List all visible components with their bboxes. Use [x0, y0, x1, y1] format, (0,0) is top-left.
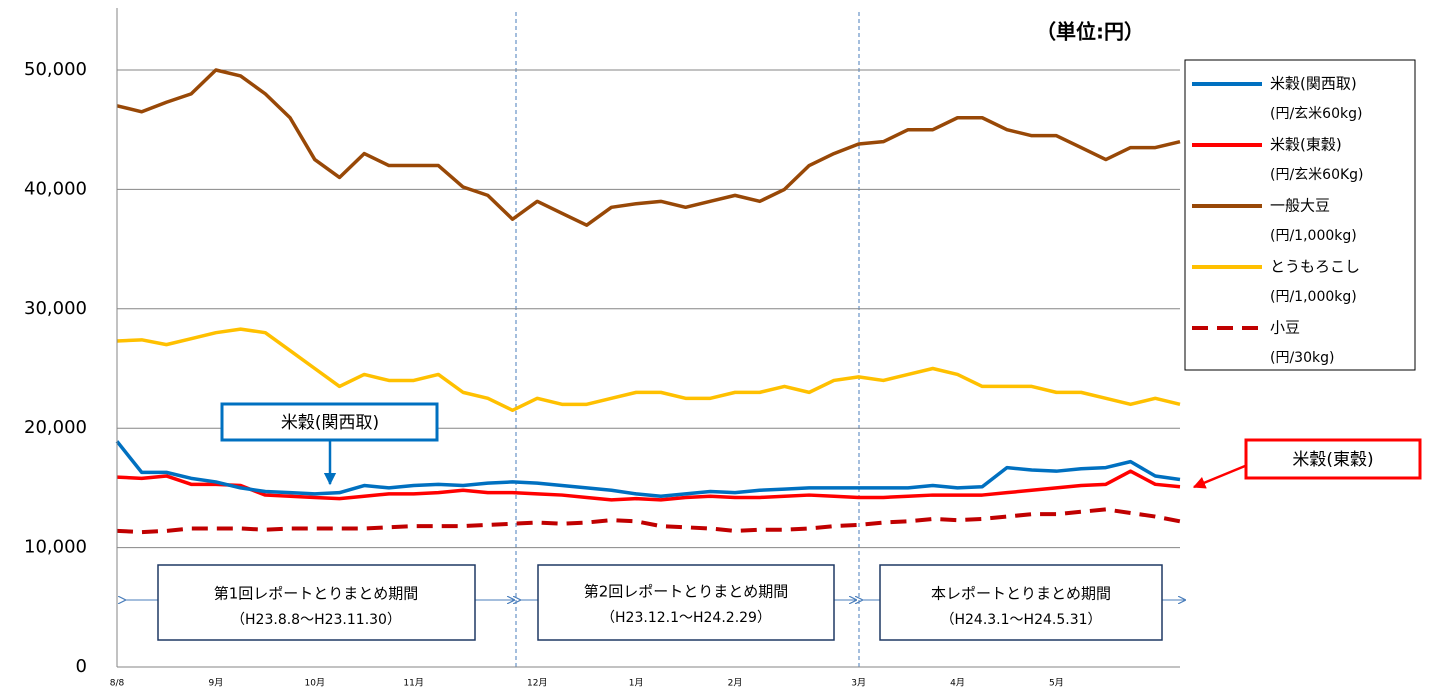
- y-tick-label: 50,000: [24, 59, 87, 80]
- callout-box: [1244, 438, 1422, 480]
- series-line: [115, 440, 1181, 499]
- period-title: 第1回レポートとりまとめ期間: [214, 585, 419, 603]
- x-tick-label: 5月: [1049, 678, 1064, 689]
- y-tick-label: 20,000: [24, 417, 87, 438]
- y-tick-label: 30,000: [24, 298, 87, 319]
- legend-label: とうもろこし: [1270, 258, 1360, 276]
- legend-unit: (円/30kg): [1270, 350, 1334, 366]
- x-tick-label: 3月: [851, 678, 866, 689]
- legend-label: 米穀(東穀): [1270, 136, 1342, 154]
- unit-note: （単位:円）: [1036, 20, 1144, 44]
- x-tick-label: 11月: [403, 678, 423, 689]
- series-line: [116, 507, 1181, 535]
- x-tick-label: 10月: [305, 678, 325, 689]
- period-range: （H23.8.8～H23.11.30）: [231, 612, 401, 628]
- x-tick-label: 9月: [209, 678, 224, 689]
- x-tick-label: 12月: [527, 678, 547, 689]
- x-tick-label: 2月: [728, 678, 743, 689]
- callout-box: [220, 402, 439, 442]
- callout-label: 米穀(関西取): [281, 413, 379, 433]
- y-tick-label: 0: [76, 656, 87, 677]
- period-box: [157, 564, 476, 641]
- callout-label: 米穀(東穀): [1292, 450, 1373, 470]
- legend-label: 米穀(関西取): [1270, 75, 1357, 93]
- series-line: [116, 68, 1181, 227]
- period-box: [537, 564, 835, 641]
- period-range: （H24.3.1～H24.5.31）: [940, 612, 1101, 628]
- y-tick-label: 10,000: [24, 537, 87, 558]
- period-title: 本レポートとりまとめ期間: [931, 585, 1111, 603]
- legend-unit: (円/玄米60kg): [1270, 105, 1362, 122]
- period-range: （H23.12.1～H24.2.29）: [601, 610, 771, 626]
- y-tick-label: 40,000: [24, 178, 87, 199]
- legend-label: 一般大豆: [1270, 197, 1330, 215]
- x-tick-label: 1月: [629, 678, 644, 689]
- x-tick-label: 8/8: [110, 679, 125, 689]
- legend-label: 小豆: [1270, 319, 1300, 337]
- series-line: [116, 469, 1181, 502]
- period-title: 第2回レポートとりまとめ期間: [584, 583, 789, 601]
- callout-arrow: [1192, 464, 1246, 489]
- legend: [1184, 59, 1416, 371]
- legend-unit: (円/1,000kg): [1270, 228, 1357, 244]
- period-box: [879, 564, 1163, 641]
- x-tick-label: 4月: [950, 678, 965, 689]
- legend-unit: (円/1,000kg): [1270, 289, 1357, 305]
- legend-unit: (円/玄米60Kg): [1270, 166, 1364, 183]
- series-line: [116, 327, 1181, 413]
